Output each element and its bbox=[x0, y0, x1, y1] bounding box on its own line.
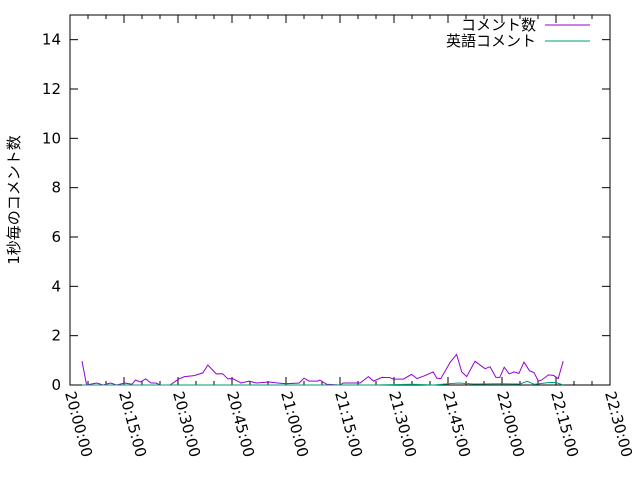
y-tick-label: 2 bbox=[51, 327, 61, 345]
y-tick-label: 4 bbox=[51, 277, 61, 295]
x-tick-label: 21:30:00 bbox=[385, 389, 420, 459]
x-tick-label: 21:00:00 bbox=[277, 389, 312, 459]
y-axis-label: 1秒毎のコメント数 bbox=[5, 135, 23, 265]
x-tick-label: 20:30:00 bbox=[169, 389, 204, 459]
x-tick-label: 21:15:00 bbox=[331, 389, 366, 459]
series-line-1 bbox=[81, 353, 564, 386]
y-tick-label: 10 bbox=[42, 129, 61, 147]
x-tick-label: 20:00:00 bbox=[61, 389, 96, 459]
y-tick-label: 0 bbox=[51, 376, 61, 394]
y-tick-label: 14 bbox=[42, 31, 61, 49]
legend-label: 英語コメント bbox=[446, 32, 536, 50]
legend-label: コメント数 bbox=[461, 16, 536, 34]
x-tick-label: 20:15:00 bbox=[115, 389, 150, 459]
y-tick-label: 6 bbox=[51, 228, 61, 246]
x-tick-label: 21:45:00 bbox=[439, 389, 474, 459]
x-tick-label: 22:00:00 bbox=[493, 389, 528, 459]
plot-frame bbox=[69, 14, 611, 386]
y-tick-label: 8 bbox=[51, 179, 61, 197]
series-line-2 bbox=[82, 380, 564, 386]
x-tick-label: 22:30:00 bbox=[601, 389, 636, 459]
x-tick-label: 20:45:00 bbox=[223, 389, 258, 459]
y-tick-label: 12 bbox=[42, 80, 61, 98]
x-tick-label: 22:15:00 bbox=[547, 389, 582, 459]
